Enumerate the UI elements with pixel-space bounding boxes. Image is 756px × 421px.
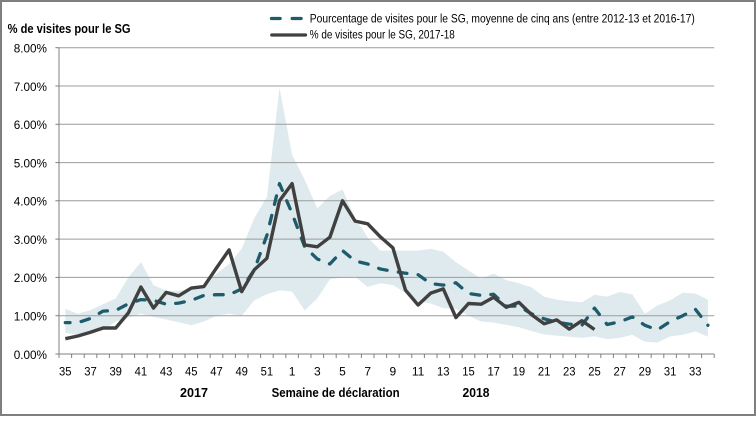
svg-text:8.00%: 8.00% [14,42,47,56]
svg-text:25: 25 [588,364,601,378]
svg-text:27: 27 [613,364,626,378]
svg-text:43: 43 [160,364,173,378]
svg-text:33: 33 [689,364,702,378]
svg-text:35: 35 [59,364,72,378]
svg-text:3.00%: 3.00% [14,233,47,247]
svg-text:% de visites pour le SG: % de visites pour le SG [8,21,131,36]
svg-text:49: 49 [235,364,248,378]
svg-text:7.00%: 7.00% [14,80,47,94]
svg-text:2.00%: 2.00% [14,271,47,285]
svg-text:47: 47 [210,364,223,378]
svg-text:Semaine de déclaration: Semaine de déclaration [272,385,400,400]
svg-text:Pourcentage de visites pour le: Pourcentage de visites pour le SG, moyen… [310,12,695,26]
svg-text:45: 45 [185,364,198,378]
svg-text:21: 21 [538,364,551,378]
svg-text:23: 23 [563,364,576,378]
svg-text:6.00%: 6.00% [14,118,47,132]
svg-text:1.00%: 1.00% [14,310,47,324]
svg-text:17: 17 [487,364,500,378]
svg-text:37: 37 [84,364,97,378]
svg-text:7: 7 [364,364,371,378]
svg-text:5: 5 [339,364,346,378]
svg-text:1: 1 [289,364,296,378]
svg-text:31: 31 [664,364,677,378]
svg-text:% de visites pour le SG, 2017-: % de visites pour le SG, 2017-18 [310,28,455,42]
svg-text:9: 9 [390,364,397,378]
svg-text:15: 15 [462,364,475,378]
svg-text:2018: 2018 [463,385,490,400]
svg-text:0.00%: 0.00% [14,348,47,362]
svg-text:39: 39 [109,364,122,378]
svg-text:4.00%: 4.00% [14,195,47,209]
svg-text:11: 11 [412,364,425,378]
svg-text:13: 13 [437,364,450,378]
svg-text:51: 51 [261,364,274,378]
svg-text:29: 29 [639,364,652,378]
svg-text:41: 41 [135,364,148,378]
svg-text:5.00%: 5.00% [14,156,47,170]
svg-text:2017: 2017 [180,385,208,400]
svg-text:3: 3 [314,364,321,378]
svg-text:19: 19 [513,364,526,378]
